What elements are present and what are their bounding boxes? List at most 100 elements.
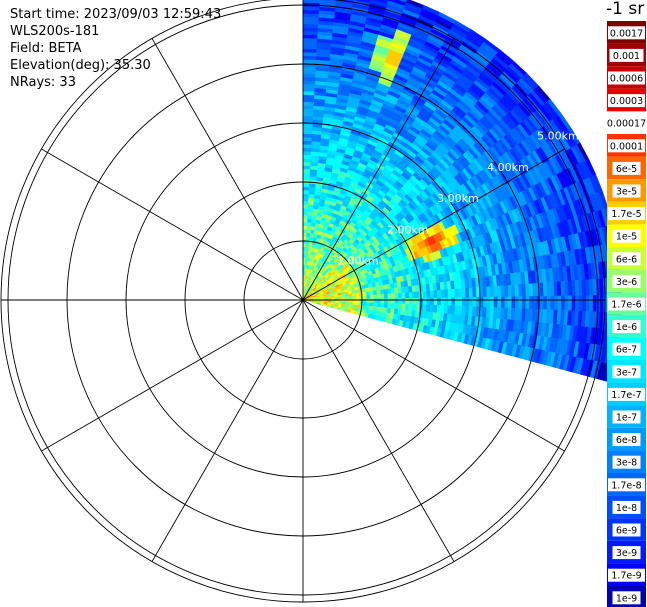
colorbar-tick-label: 1e-7 <box>616 413 637 424</box>
range-gate <box>415 291 421 299</box>
range-gate <box>369 294 375 300</box>
range-gate <box>302 179 310 184</box>
range-gate <box>387 303 392 309</box>
range-gate <box>543 295 548 310</box>
range-gate <box>362 302 367 307</box>
colorbar-tick-label: 0.0001 <box>610 141 643 152</box>
range-gate <box>306 232 311 237</box>
range-gate <box>366 302 371 307</box>
colorbar-tick-label: 0.001 <box>613 51 640 62</box>
range-gate <box>564 295 569 311</box>
range-gate <box>302 158 312 163</box>
range-gate <box>504 296 509 309</box>
range-gate <box>306 225 312 230</box>
range-gate <box>426 290 431 299</box>
range-gate <box>423 297 428 306</box>
range-gate <box>302 76 316 82</box>
range-gate <box>404 303 410 311</box>
range-gate <box>302 218 308 223</box>
range-gate <box>307 218 313 223</box>
range-gate <box>302 232 307 237</box>
range-gate <box>302 69 317 75</box>
ring-label: 2.00km <box>387 223 429 236</box>
colorbar-tick-label: 3e-9 <box>616 548 637 559</box>
range-gate <box>302 59 317 64</box>
range-gate <box>582 295 587 312</box>
range-gate <box>306 221 312 227</box>
ring-label: 4.00km <box>487 161 529 174</box>
range-gate <box>345 296 350 300</box>
range-gate <box>355 292 360 297</box>
range-gate <box>380 302 385 308</box>
range-gate <box>394 292 399 299</box>
colorbar-tick-box <box>612 523 641 537</box>
colorbar-tick-box <box>612 591 641 605</box>
range-gate <box>390 303 396 309</box>
azimuth-spoke <box>151 38 304 301</box>
range-gate <box>412 291 417 299</box>
range-gate <box>302 151 312 156</box>
range-gate <box>405 292 410 299</box>
range-gate <box>307 207 314 213</box>
range-gate <box>302 236 307 241</box>
range-gate <box>525 296 530 310</box>
range-gate <box>362 291 367 296</box>
range-gate <box>302 225 308 230</box>
colorbar-tick-label: 6e-8 <box>616 435 637 446</box>
range-gate <box>359 298 364 303</box>
range-gate <box>348 296 353 300</box>
colorbar-tick-label: 1e-9 <box>616 593 637 604</box>
range-gate <box>341 296 346 300</box>
range-gate <box>422 290 428 299</box>
range-gate <box>500 296 506 309</box>
range-gate <box>429 290 435 299</box>
range-gate <box>522 296 527 310</box>
field-label: Field: BETA <box>10 41 82 56</box>
azimuth-spoke <box>302 148 565 301</box>
colorbar-tick-box <box>608 71 645 85</box>
range-gate <box>458 297 463 307</box>
range-gate <box>302 27 319 32</box>
range-gate <box>351 293 357 297</box>
range-gate <box>394 298 399 305</box>
range-gate <box>302 90 315 96</box>
range-gate <box>405 298 410 305</box>
range-gate <box>440 289 445 298</box>
range-gate <box>461 297 467 307</box>
range-gate <box>302 165 311 170</box>
range-gate <box>307 211 314 216</box>
range-gate <box>387 293 392 299</box>
colorbar-tick-label: 3e-6 <box>616 277 637 288</box>
range-gate <box>302 80 316 85</box>
range-gate <box>336 0 354 4</box>
colorbar-title: -1 sr <box>606 0 645 19</box>
range-gate <box>306 229 312 234</box>
range-gate <box>302 41 318 46</box>
range-gate <box>465 297 470 307</box>
range-gate <box>359 301 364 306</box>
range-gate <box>355 295 360 300</box>
range-gate <box>307 214 313 220</box>
range-gate <box>391 298 396 304</box>
range-gate <box>444 297 449 307</box>
range-gate <box>302 197 309 202</box>
range-gate <box>302 193 310 198</box>
colorbar-tick-box <box>612 320 641 334</box>
range-gate <box>532 296 537 310</box>
range-gate <box>366 294 371 300</box>
range-gate <box>302 5 320 11</box>
range-gate <box>302 204 309 209</box>
range-gate <box>302 126 313 131</box>
range-gate <box>302 55 317 60</box>
range-gate <box>376 302 382 308</box>
range-gate <box>302 34 318 39</box>
colorbar-tick-label: 1.7e-5 <box>611 209 641 220</box>
range-gate <box>302 66 317 71</box>
range-gate <box>302 136 313 142</box>
range-gate <box>380 298 385 304</box>
range-gate <box>490 296 495 308</box>
range-gate <box>353 0 372 4</box>
range-gate <box>546 295 552 311</box>
range-gate <box>302 13 320 18</box>
range-gate <box>380 289 385 295</box>
